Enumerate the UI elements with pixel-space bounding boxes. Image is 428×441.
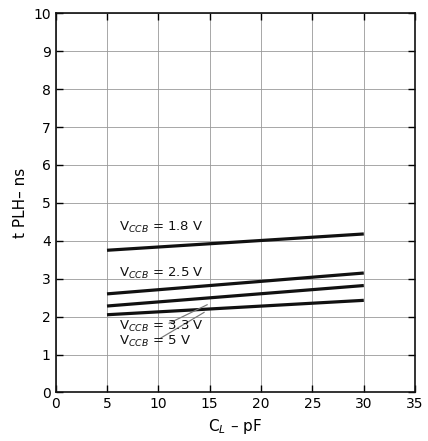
Y-axis label: t PLH– ns: t PLH– ns bbox=[12, 168, 27, 238]
X-axis label: C$_L$ – pF: C$_L$ – pF bbox=[208, 417, 262, 436]
Text: V$_{CCB}$ = 1.8 V: V$_{CCB}$ = 1.8 V bbox=[119, 220, 204, 235]
Text: V$_{CCB}$ = 3.3 V: V$_{CCB}$ = 3.3 V bbox=[119, 318, 204, 334]
Text: V$_{CCB}$ = 5 V: V$_{CCB}$ = 5 V bbox=[119, 334, 191, 349]
Text: V$_{CCB}$ = 2.5 V: V$_{CCB}$ = 2.5 V bbox=[119, 265, 204, 280]
